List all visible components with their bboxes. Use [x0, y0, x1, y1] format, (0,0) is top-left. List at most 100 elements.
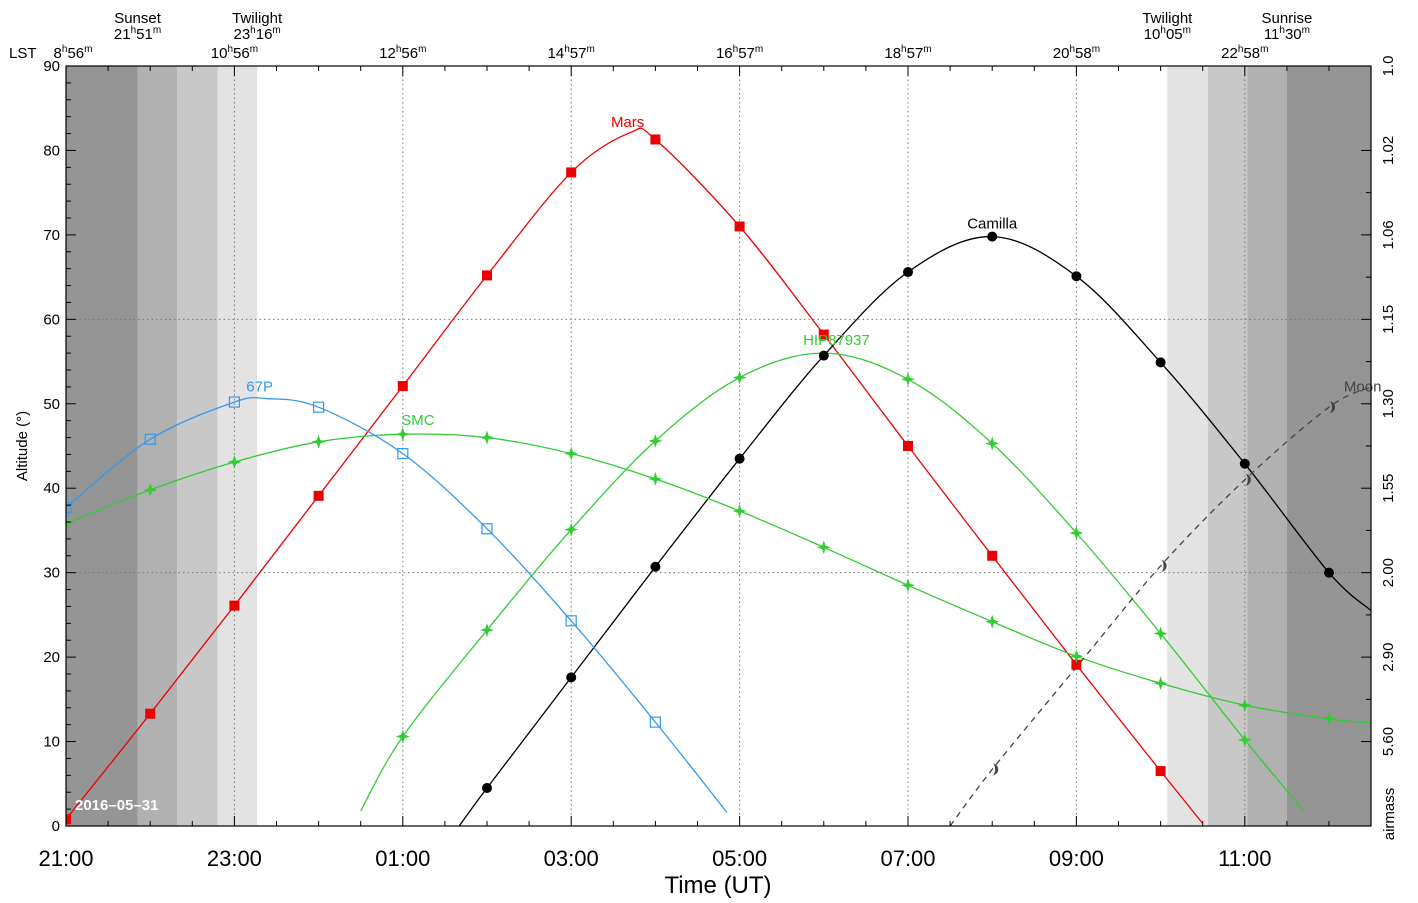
- y-tick-label-3: 30: [43, 565, 60, 582]
- lst-label-6-text: 20h58m: [1053, 44, 1100, 62]
- 67p-point-0: [66, 502, 72, 514]
- y-tick-label-2: 20: [43, 649, 60, 666]
- smc-point-15: [1322, 711, 1336, 726]
- y-tick-label-1: 10: [43, 734, 60, 751]
- x-tick-label-2: 01:00: [375, 846, 430, 871]
- y-tick-label-5: 50: [43, 396, 60, 413]
- airmass-tick-label-7: 2.90: [1380, 643, 1397, 672]
- lst-label-5-text: 18h57m: [884, 44, 931, 62]
- camilla-point-7: [1071, 271, 1082, 282]
- smc-point-8: [732, 504, 747, 518]
- sun-event-time-2-m-unit: m: [1183, 25, 1191, 36]
- date-label: 2016–05–31: [75, 797, 158, 814]
- lst-label-3-hh: 14: [548, 45, 565, 62]
- lst-label-6-m-unit: m: [1092, 44, 1100, 55]
- camilla-point-8: [1155, 357, 1166, 368]
- lst-label-2-m-unit: m: [418, 44, 426, 55]
- y-tick-label-7: 70: [43, 227, 60, 244]
- x-tick-label-5: 07:00: [880, 846, 935, 871]
- mars-point-13: [1155, 766, 1166, 777]
- hip87937-point-3: [648, 433, 663, 448]
- smc-point-3: [311, 434, 326, 449]
- lst-label-4: 16h57m: [716, 44, 763, 62]
- y-tick-label-0: 0: [52, 818, 60, 835]
- 67p-point-4: [397, 448, 409, 460]
- moon-point-3: [1329, 401, 1335, 414]
- lst-prefix-label: LST: [9, 45, 37, 62]
- sun-event-time-0: 21h51m: [114, 25, 161, 43]
- lst-label-3: 14h57m: [548, 44, 595, 62]
- moon-point-1: [1160, 559, 1167, 572]
- lst-label-1-mm: 56: [233, 45, 250, 62]
- smc-point-9: [816, 540, 831, 555]
- series-markers: [66, 134, 1336, 825]
- y-tick-label-6: 60: [43, 311, 60, 328]
- lst-label-7-mm: 58: [1243, 45, 1260, 62]
- lst-label-5-hh: 18: [884, 45, 901, 62]
- 67p-point-7: [649, 716, 662, 728]
- lst-label-4-mm: 57: [738, 45, 755, 62]
- sun-event-time-1-h-unit: h: [250, 25, 256, 36]
- mars-point-3: [313, 490, 324, 501]
- sun-event-name-0: Sunset: [114, 10, 162, 27]
- lst-label-4-m-unit: m: [755, 44, 763, 55]
- shade-band-0: [66, 66, 138, 826]
- 67p-point-1: [144, 433, 156, 445]
- series-labels: Mars Camilla HIP87937 SMC 67P Moon: [246, 114, 1381, 429]
- sun-event-time-3-h-unit: h: [1279, 25, 1285, 36]
- lst-label-1-h-unit: h: [227, 44, 233, 55]
- smc-point-0: [66, 516, 73, 531]
- lst-label-2-hh: 12: [379, 45, 396, 62]
- lst-label-0-hh: 8: [54, 45, 62, 62]
- x-axis: 21:00 23:00 01:00 03:00 05:00 07:00 09:00 11:00: [38, 66, 1330, 871]
- x-tick-label-1: 23:00: [207, 846, 262, 871]
- hip87937-label: HIP87937: [803, 332, 870, 349]
- y-tick-label-4: 40: [43, 480, 60, 497]
- sun-event-time-1: 23h16m: [233, 25, 280, 43]
- lst-label-3-mm: 57: [570, 45, 587, 62]
- sun-event-time-2-mm: 05: [1166, 26, 1183, 43]
- lst-label-4-h-unit: h: [733, 44, 739, 55]
- smc-point-11: [985, 614, 1000, 629]
- lst-label-1-hh: 10: [211, 45, 228, 62]
- mars-point-5: [482, 270, 492, 281]
- lst-label-7-text: 22h58m: [1221, 44, 1268, 62]
- lst-label-1-text: 10h56m: [211, 44, 258, 62]
- camilla-point-10: [1324, 567, 1334, 578]
- mars-point-12: [1071, 659, 1082, 670]
- lst-label-4-text: 16h57m: [716, 44, 763, 62]
- 67p-line: [66, 396, 728, 813]
- lst-axis: LST 8h56m 10h56m 12h56m 14h57m 16h57m 18h57m 2…: [9, 44, 1268, 62]
- hip87937-point-0: [395, 729, 410, 744]
- lst-label-2-text: 12h56m: [379, 44, 426, 62]
- x-tick-label-4: 05:00: [712, 846, 767, 871]
- hip87937-point-8: [1153, 626, 1168, 641]
- mars-point-2: [229, 600, 240, 611]
- hip87937-point-5: [901, 372, 915, 387]
- camilla-point-0: [482, 783, 492, 793]
- lst-label-1-m-unit: m: [250, 44, 258, 55]
- sun-event-time-0-mm: 51: [136, 26, 153, 43]
- airmass-tick-label-3: 1.15: [1380, 305, 1397, 334]
- lst-label-6-mm: 58: [1075, 45, 1092, 62]
- camilla-point-5: [903, 267, 913, 278]
- lst-label-7-m-unit: m: [1260, 44, 1268, 55]
- airmass-axis-label: airmass: [1381, 788, 1398, 841]
- lst-label-6-h-unit: h: [1069, 44, 1075, 55]
- shade-band-1: [137, 66, 178, 826]
- camilla-point-4: [818, 350, 829, 361]
- sun-event-time-3: 11h30m: [1264, 25, 1310, 43]
- shade-band-4: [1167, 66, 1208, 826]
- airmass-tick-label-5: 1.55: [1380, 474, 1397, 503]
- 67p-point-2: [228, 396, 240, 408]
- camilla-point-1: [566, 672, 577, 683]
- camilla-point-9: [1239, 458, 1250, 469]
- moon-point-2: [1244, 473, 1251, 486]
- hip87937-point-7: [1069, 526, 1084, 540]
- sun-event-time-3-m-unit: m: [1302, 25, 1310, 36]
- lst-label-7-h-unit: h: [1238, 44, 1244, 55]
- sun-event-time-1-text: 23h16m: [233, 25, 280, 43]
- sun-event-time-1-hh: 23: [233, 26, 250, 43]
- mars-point-10: [903, 441, 913, 451]
